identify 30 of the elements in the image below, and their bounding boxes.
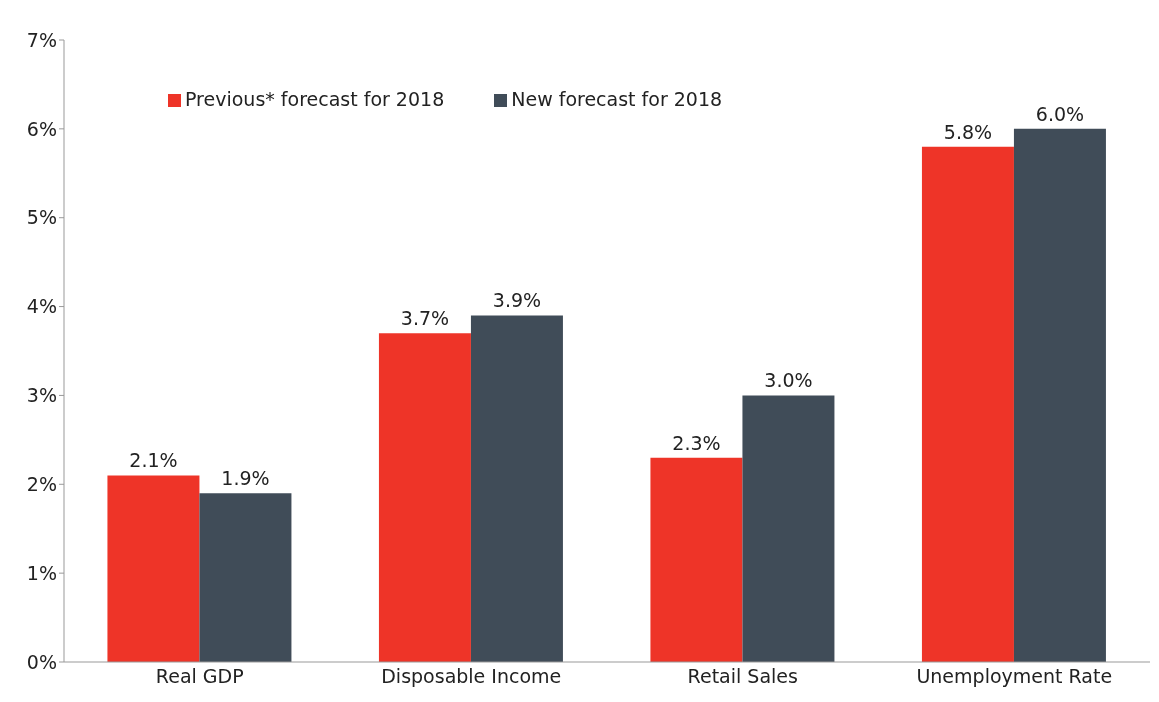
x-tick-label: Retail Sales [687,665,798,688]
x-tick-label: Real GDP [155,665,244,688]
legend-label: New forecast for 2018 [511,88,723,110]
y-tick-label: 1% [26,561,57,584]
data-label: 2.3% [672,431,721,454]
legend-label: Previous* forecast for 2018 [185,88,445,110]
y-tick-label: 0% [26,650,57,673]
data-label: 3.7% [400,307,450,330]
data-label: 6.0% [1035,102,1085,125]
data-label: 5.8% [943,120,993,143]
bar [378,333,471,662]
data-label: 2.1% [129,449,178,472]
x-tick-label: Disposable Income [381,665,562,688]
bar [742,395,835,662]
bar [199,493,292,662]
bar [107,475,200,662]
bar [650,457,743,662]
bar [1013,128,1106,662]
data-label: 3.9% [492,289,542,312]
y-tick-label: 2% [26,473,57,496]
y-tick-label: 4% [26,295,57,318]
y-tick-label: 3% [26,384,57,407]
y-tick-label: 6% [26,117,57,140]
y-tick-label: 7% [26,28,57,51]
data-label: 1.9% [221,467,270,490]
data-label: 3.0% [764,369,813,392]
bar [470,315,563,662]
y-tick-label: 5% [26,206,57,229]
x-tick-label: Unemployment Rate [916,665,1113,688]
bar [921,146,1014,662]
